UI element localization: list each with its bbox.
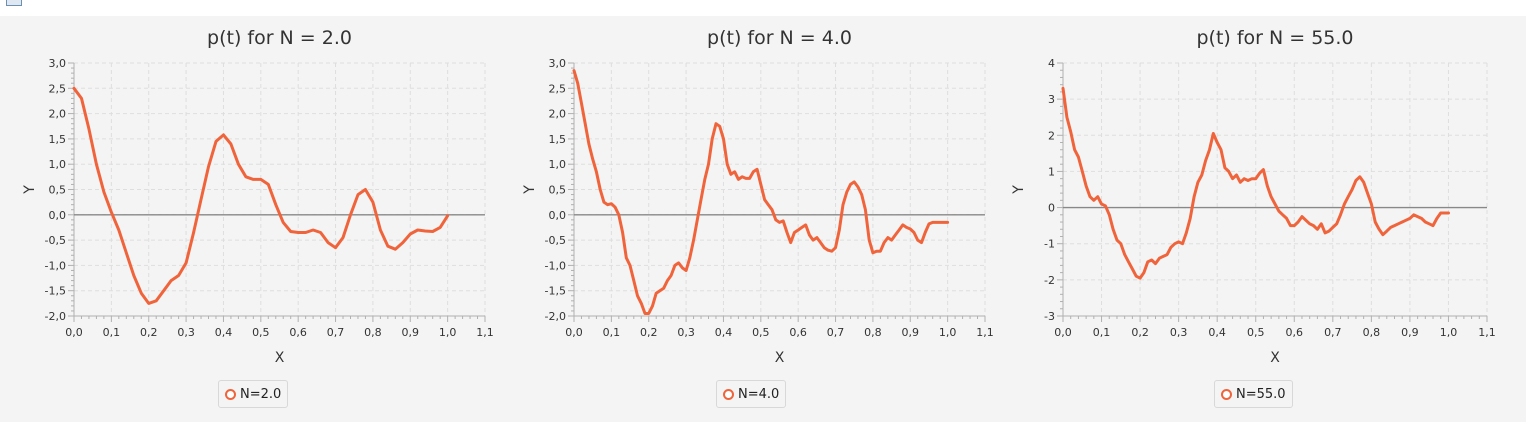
y-tick-label: 2,0 bbox=[49, 108, 67, 121]
x-tick-label: 0,4 bbox=[715, 326, 733, 339]
x-tick-label: 0,8 bbox=[1363, 326, 1381, 339]
x-tick-label: 1,1 bbox=[976, 326, 994, 339]
y-tick-label: 1,0 bbox=[549, 158, 567, 171]
chart-panel-n55: p(t) for N = 55.0 0,0 0,1 0,2 0,3 0,4 0,5 0,6 0,… bbox=[1000, 16, 1526, 422]
x-tick-label: 0,1 bbox=[603, 326, 621, 339]
x-tick-label: 0,6 bbox=[1286, 326, 1304, 339]
x-tick-label: 0,8 bbox=[364, 326, 382, 339]
series-line bbox=[572, 69, 950, 315]
x-tick-label: 0,3 bbox=[1170, 326, 1188, 339]
y-tick-label: 0,5 bbox=[549, 184, 567, 197]
x-tick-label: 0,0 bbox=[65, 326, 83, 339]
y-tick-label: -3 bbox=[1044, 310, 1055, 323]
y-tick-label: 1,5 bbox=[49, 133, 67, 146]
chart-title: p(t) for N = 2.0 bbox=[207, 27, 352, 49]
y-tick-label: 3 bbox=[1048, 93, 1055, 106]
legend-item-n4[interactable]: N=4.0 bbox=[716, 380, 787, 408]
x-tick-label: 0,3 bbox=[677, 326, 695, 339]
y-tick-label: 3,0 bbox=[549, 57, 567, 70]
y-tick-label: 3,0 bbox=[49, 57, 67, 70]
legend-label: N=2.0 bbox=[240, 386, 282, 402]
y-tick-label: -1,0 bbox=[545, 259, 566, 272]
legend-label: N=55.0 bbox=[1236, 386, 1286, 402]
y-tick-label: -1,0 bbox=[45, 259, 66, 272]
x-tick-label: 0,9 bbox=[1401, 326, 1419, 339]
x-tick-label: 0,1 bbox=[1093, 326, 1111, 339]
x-tick-label: 1,0 bbox=[939, 326, 957, 339]
y-tick-label: 0 bbox=[1048, 202, 1055, 215]
x-tick-label: 0,4 bbox=[215, 326, 233, 339]
chart-n55: p(t) for N = 55.0 0,0 0,1 0,2 0,3 0,4 0,5 0,6 0,… bbox=[1011, 27, 1496, 366]
y-tick-label: 2,5 bbox=[549, 82, 567, 95]
y-tick-label: -1,5 bbox=[45, 285, 66, 298]
legend-symbol-icon bbox=[1221, 388, 1232, 400]
y-tick-label: 4 bbox=[1048, 57, 1055, 70]
charts-area: p(t) for N = 2.0 0,0 0,1 0,2 0,3 0,4 0,5 0,6 0,7… bbox=[0, 16, 1526, 422]
x-tick-label: 0,0 bbox=[565, 326, 583, 339]
x-axis-label: X bbox=[275, 350, 285, 366]
y-tick-label: 1,0 bbox=[49, 158, 67, 171]
y-tick-label: -1 bbox=[1044, 238, 1055, 251]
x-tick-label: 0,2 bbox=[1131, 326, 1149, 339]
x-tick-label: 0,0 bbox=[1054, 326, 1072, 339]
x-axis-label: X bbox=[1270, 350, 1280, 366]
chart-title: p(t) for N = 55.0 bbox=[1196, 27, 1353, 49]
x-tick-label: 1,0 bbox=[1440, 326, 1458, 339]
y-tick-label: -2,0 bbox=[45, 310, 66, 323]
x-tick-label: 1,1 bbox=[476, 326, 494, 339]
legend-item-n2[interactable]: N=2.0 bbox=[218, 380, 289, 408]
y-tick-label: -0,5 bbox=[45, 234, 66, 247]
chart-title: p(t) for N = 4.0 bbox=[707, 27, 852, 49]
y-axis-label: Y bbox=[522, 185, 538, 195]
y-axis-label: Y bbox=[22, 185, 38, 195]
legend-label: N=4.0 bbox=[738, 386, 780, 402]
legend-symbol-icon bbox=[225, 388, 236, 400]
x-tick-label: 0,6 bbox=[289, 326, 307, 339]
y-tick-label: -2 bbox=[1044, 274, 1055, 287]
y-tick-label: -1,5 bbox=[545, 285, 566, 298]
x-tick-label: 0,2 bbox=[640, 326, 658, 339]
x-tick-label: 0,5 bbox=[252, 326, 270, 339]
x-tick-label: 0,5 bbox=[752, 326, 770, 339]
chart-panel-n4: p(t) for N = 4.0 0,0 0,1 0,2 0,3 0,4 0,5 0,6 0,7… bbox=[500, 16, 1000, 422]
chart-n2: p(t) for N = 2.0 0,0 0,1 0,2 0,3 0,4 0,5 0,6 0,7… bbox=[22, 27, 494, 366]
y-tick-label: 0,0 bbox=[549, 209, 567, 222]
chart-n4: p(t) for N = 4.0 0,0 0,1 0,2 0,3 0,4 0,5 0,6 0,7… bbox=[522, 27, 994, 366]
series-line bbox=[72, 86, 450, 305]
y-tick-label: 0,5 bbox=[49, 184, 67, 197]
x-tick-label: 0,9 bbox=[402, 326, 420, 339]
x-tick-label: 0,9 bbox=[902, 326, 920, 339]
x-tick-label: 0,8 bbox=[864, 326, 882, 339]
x-tick-label: 0,6 bbox=[789, 326, 807, 339]
x-tick-label: 1,1 bbox=[1478, 326, 1496, 339]
x-tick-label: 0,1 bbox=[103, 326, 121, 339]
legend-symbol-icon bbox=[723, 388, 734, 400]
chart-panel-n2: p(t) for N = 2.0 0,0 0,1 0,2 0,3 0,4 0,5 0,6 0,7… bbox=[0, 16, 500, 422]
window-app-icon bbox=[6, 0, 22, 6]
x-tick-label: 0,7 bbox=[327, 326, 345, 339]
y-tick-label: -2,0 bbox=[545, 310, 566, 323]
x-tick-label: 0,4 bbox=[1208, 326, 1226, 339]
window-title-bar bbox=[0, 0, 1526, 16]
y-tick-label: 2,0 bbox=[549, 108, 567, 121]
x-tick-label: 1,0 bbox=[439, 326, 457, 339]
y-tick-label: 2 bbox=[1048, 129, 1055, 142]
y-tick-label: 1,5 bbox=[549, 133, 567, 146]
series-line bbox=[1061, 86, 1450, 280]
y-tick-label: 0,0 bbox=[49, 209, 67, 222]
x-tick-label: 0,7 bbox=[1324, 326, 1342, 339]
legend-item-n55[interactable]: N=55.0 bbox=[1214, 380, 1293, 408]
x-axis-label: X bbox=[775, 350, 785, 366]
y-axis-label: Y bbox=[1011, 185, 1027, 195]
x-tick-label: 0,7 bbox=[827, 326, 845, 339]
y-tick-label: 1 bbox=[1048, 165, 1055, 178]
x-tick-label: 0,2 bbox=[140, 326, 158, 339]
y-tick-label: 2,5 bbox=[49, 82, 67, 95]
x-tick-label: 0,3 bbox=[177, 326, 195, 339]
y-tick-label: -0,5 bbox=[545, 234, 566, 247]
x-tick-label: 0,5 bbox=[1247, 326, 1265, 339]
